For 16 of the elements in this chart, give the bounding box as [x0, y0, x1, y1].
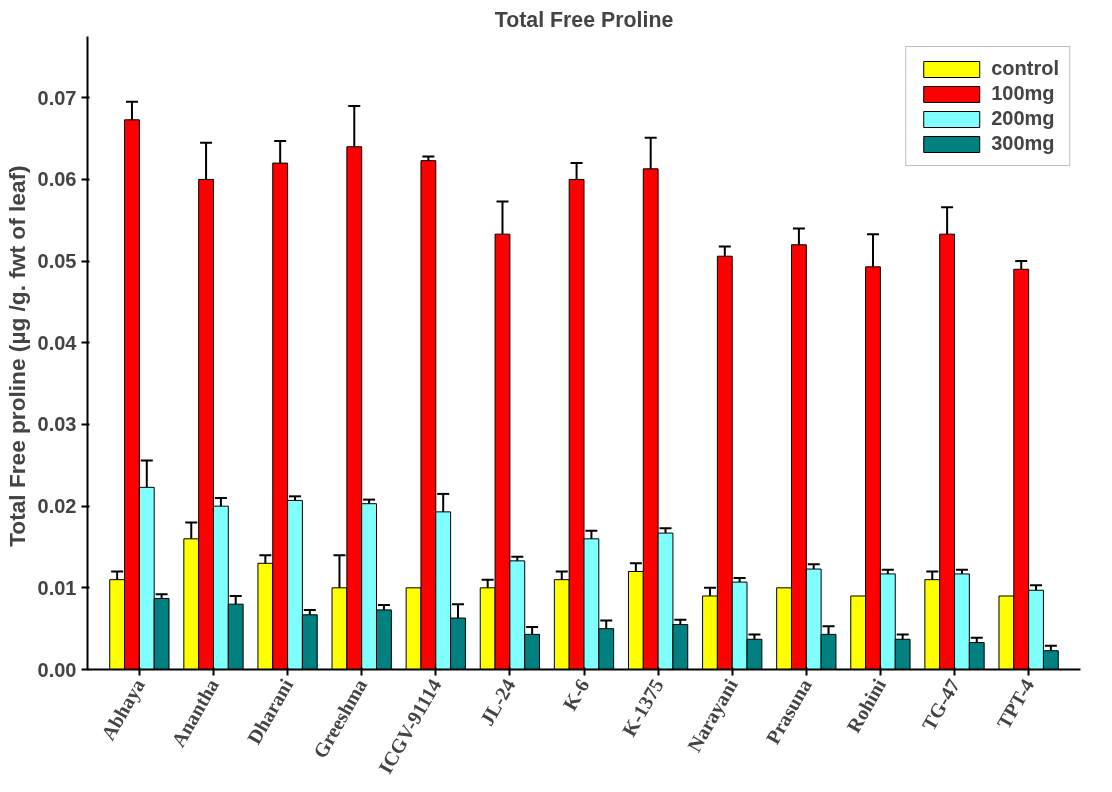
- legend-label: 300mg: [991, 132, 1055, 155]
- legend-label: control: [991, 57, 1059, 80]
- x-tick-label: K-6: [558, 675, 594, 714]
- y-tick-label: 0.06: [37, 168, 77, 191]
- y-tick-label: 0.03: [37, 413, 77, 436]
- legend-label: 200mg: [991, 107, 1055, 130]
- y-tick-label: 0.05: [37, 250, 77, 273]
- y-tick-label: 0.02: [37, 495, 77, 518]
- y-tick-label: 0.00: [37, 658, 77, 681]
- y-axis-title: Total Free proline (µg /g. fwt of leaf): [3, 165, 30, 547]
- y-tick-label: 0.07: [37, 86, 77, 109]
- y-tick-label: 0.01: [37, 576, 77, 599]
- legend-label: 100mg: [991, 82, 1055, 105]
- x-tick-label: JL-24: [475, 675, 520, 730]
- y-tick-label: 0.04: [37, 331, 78, 354]
- chart-title: Total Free Proline: [494, 7, 674, 32]
